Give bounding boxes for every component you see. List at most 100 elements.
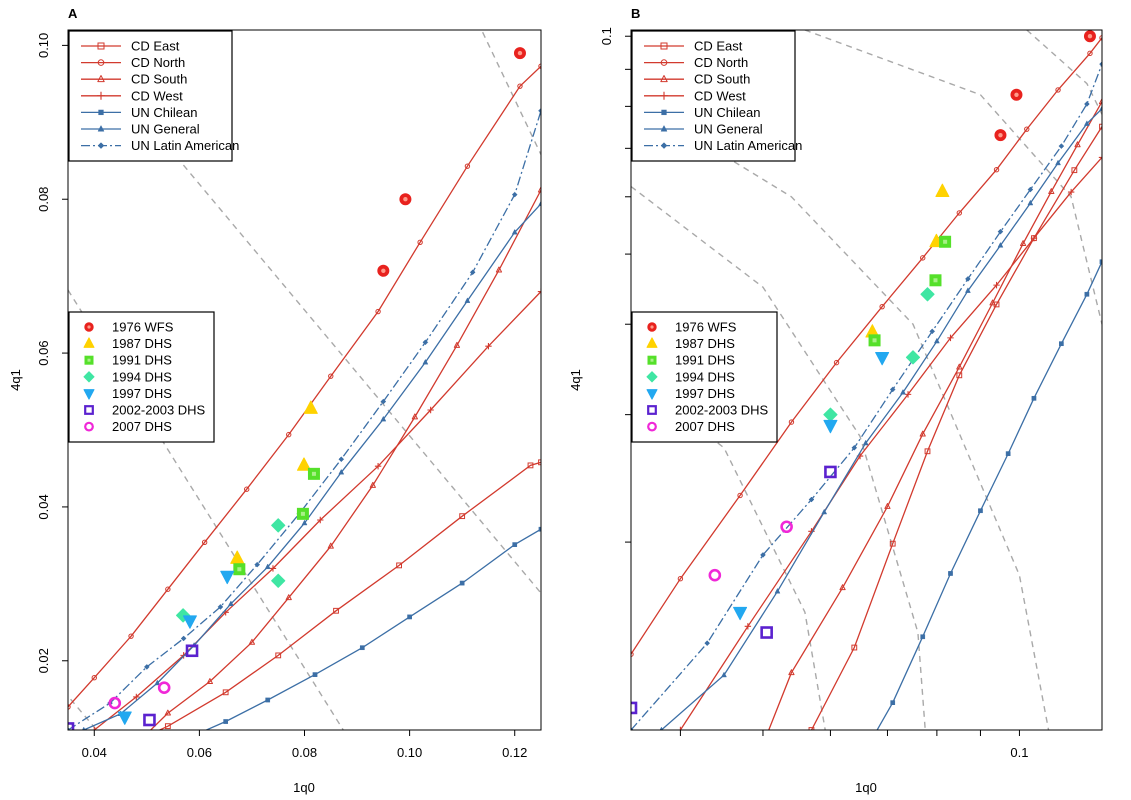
model-point [934,338,940,344]
model-point [206,678,213,684]
model-point [459,513,466,520]
legend-marker [97,42,105,50]
model-point [91,726,98,730]
model-point [286,431,292,438]
model-point [760,742,765,747]
survey-point [823,407,838,422]
model-point [1058,143,1065,149]
model-point [924,448,931,455]
legend-label: CD South [131,72,187,87]
model-point [631,727,634,730]
survey-point [271,573,286,588]
guide-curve [804,30,1102,325]
model-line [768,101,1102,730]
model-point [956,210,963,216]
y-tick-label: 0.08 [36,187,51,212]
model-point [1071,167,1078,174]
survey-point [271,518,286,533]
model-point [1098,98,1102,105]
survey-point [108,696,122,710]
survey-point [824,465,837,479]
model-point [317,516,324,524]
legend-label: 2007 DHS [675,419,735,434]
model-point [511,229,518,235]
survey-point [920,287,935,302]
model-point [301,519,308,526]
survey-point [157,681,171,694]
guide-curve [70,698,98,730]
model-point [948,571,953,576]
model-point [222,689,229,696]
legend-label: 1976 WFS [112,320,174,335]
model-point [1084,120,1090,126]
legend-label: UN Chilean [694,105,760,120]
model-point [947,334,954,342]
y-tick-label: 0.06 [36,340,51,365]
model-point [68,727,71,730]
legend-marker [660,75,668,83]
model-point [537,186,541,193]
model-point [495,266,503,273]
y-tick-label: 0.1 [599,27,614,45]
model-point [744,623,752,630]
survey-point [296,457,311,471]
legend-label: CD North [131,55,185,70]
legend-marker [646,371,658,383]
legend-marker [661,109,667,116]
model-point [1030,234,1038,242]
legend-label: UN General [694,122,763,137]
model-point [1020,240,1027,247]
legend-label: 1987 DHS [675,336,735,351]
x-axis-label: 1q0 [855,780,877,795]
model-point [884,502,891,509]
survey-point [905,350,921,365]
survey-point [68,722,75,730]
model-point [248,638,256,645]
survey-point [300,511,305,516]
survey-point [733,606,748,621]
model-point [631,651,634,657]
model-point [422,359,429,365]
legend-label: CD South [694,72,750,87]
model-point [517,83,523,89]
survey-point [220,570,235,585]
panel-label: B [631,6,640,21]
x-tick-label: 0.10 [397,745,422,760]
model-point [217,604,224,610]
model-point [760,552,766,558]
legend-marker [660,142,668,149]
legend-marker [98,109,104,116]
legend-label: 2002-2003 DHS [675,403,769,418]
legend-label: CD West [131,88,183,103]
survey-point [823,419,838,434]
survey-point [933,278,938,283]
survey-point [631,701,638,715]
model-point [537,288,541,295]
model-point [128,633,134,639]
model-point [243,486,250,492]
y-axis-label: 4q1 [8,369,23,391]
model-point [677,726,684,730]
survey-point [943,239,948,244]
survey-point [1087,34,1093,39]
model-point [285,594,292,601]
guide-curve [1026,30,1102,115]
model-point [993,281,1000,289]
model-point [417,239,423,246]
legend-marker [97,142,105,149]
model-point [1027,186,1034,193]
legend-marker [97,59,105,66]
model-curves [631,35,1102,747]
legend-marker [660,91,668,100]
model-point [327,542,334,549]
model-point [920,634,926,640]
model-point [965,276,971,282]
model-point [1005,451,1011,456]
legend-marker [83,389,95,400]
model-point [511,191,518,198]
model-point [920,255,926,261]
model-point [512,542,518,547]
model-point [538,200,541,206]
